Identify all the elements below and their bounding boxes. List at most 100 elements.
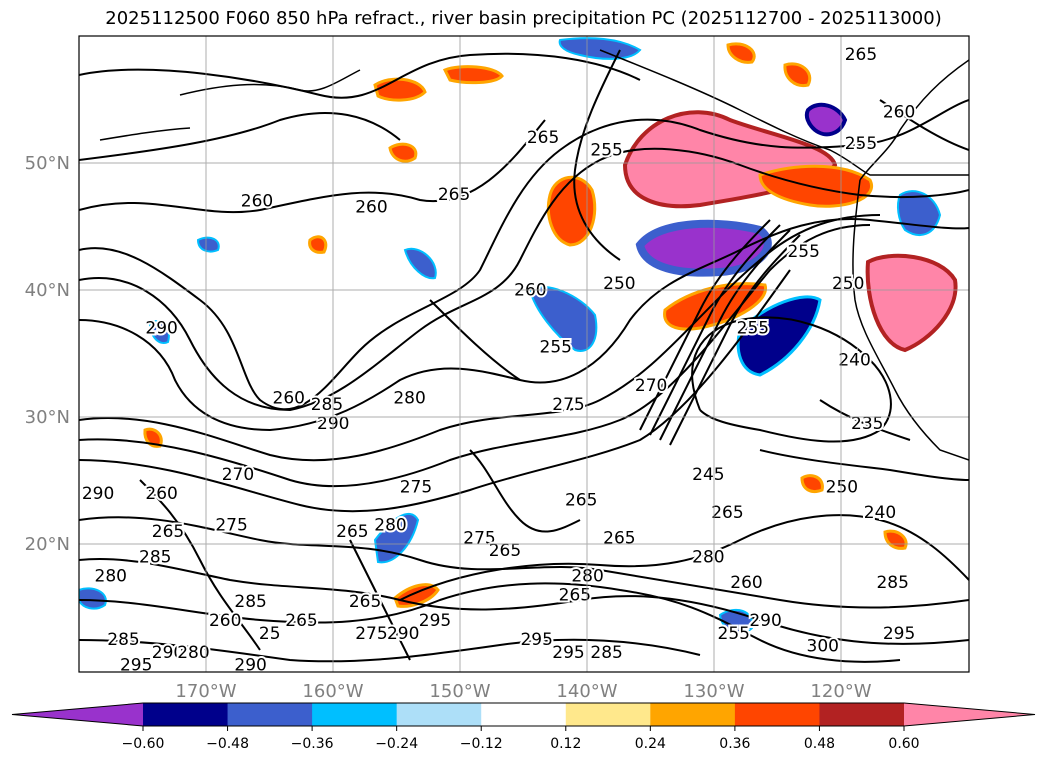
contour-label: 280 <box>95 567 127 587</box>
chart-title: 2025112500 F060 850 hPa refract., river … <box>105 8 942 29</box>
blue-anomaly-coast <box>736 295 822 377</box>
contour-label: 265 <box>603 528 635 548</box>
lon-label-120w: 120°W <box>810 681 871 702</box>
colorbar-tick-label: −0.48 <box>206 736 249 752</box>
contour-label: 290 <box>387 624 419 644</box>
lon-label-170w: 170°W <box>175 681 236 702</box>
contour-label: 265 <box>527 128 559 148</box>
contour-label: 285 <box>234 592 266 612</box>
contour-label: 265 <box>152 522 184 542</box>
contour-label: 285 <box>311 395 343 415</box>
colorbar-segment <box>734 703 820 726</box>
contour-label: 285 <box>139 548 171 568</box>
contour-label: 265 <box>711 503 743 523</box>
contour-label: 290 <box>82 484 114 504</box>
colorbar-segment <box>143 703 229 726</box>
contour-label: 250 <box>826 478 858 498</box>
colorbar-tick-label: 0.48 <box>804 736 835 752</box>
contour-label: 260 <box>730 573 762 593</box>
contour-label: 290 <box>749 611 781 631</box>
contour-label: 285 <box>876 573 908 593</box>
colorbar-segment <box>227 703 313 726</box>
contour-label: 285 <box>107 630 139 650</box>
contour-label: 265 <box>845 45 877 65</box>
contour-label: 295 <box>120 656 152 676</box>
contour-label: 240 <box>864 503 896 523</box>
contour-label: 260 <box>355 198 387 218</box>
contour-label: 265 <box>489 541 521 561</box>
contour-label: 265 <box>565 490 597 510</box>
colorbar-segment <box>396 703 482 726</box>
contour-label: 255 <box>540 338 572 358</box>
colorbar-segment <box>819 703 905 726</box>
blue-anomaly-s2 <box>79 587 107 610</box>
lat-label-40: 40°N <box>25 280 70 301</box>
colorbar-tick-label: 0.24 <box>635 736 666 752</box>
contour-label: 275 <box>355 624 387 644</box>
contour-label: 250 <box>603 274 635 294</box>
blue-anomaly-w1 <box>148 320 170 344</box>
colorbar-tick-label: −0.36 <box>291 736 334 752</box>
contour-label: 235 <box>851 414 883 434</box>
orange-anomaly-s2 <box>800 474 824 493</box>
blue-anomaly-w2 <box>196 236 220 253</box>
contour-label: 275 <box>552 395 584 415</box>
contour-label: 270 <box>222 465 254 485</box>
refractivity-contours <box>79 49 969 663</box>
contour-label: 280 <box>374 516 406 536</box>
orange-anomaly-n4 <box>783 62 812 88</box>
orange-anomaly-gulf <box>758 164 874 208</box>
contour-label: 255 <box>787 242 819 262</box>
contour-label: 260 <box>145 484 177 504</box>
colorbar-tick-label: 0.36 <box>719 736 750 752</box>
colorbar-tick-label: −0.60 <box>122 736 165 752</box>
contour-label: 280 <box>393 389 425 409</box>
contour-label: 255 <box>737 319 769 339</box>
gridlines <box>79 36 969 672</box>
contour-label: 260 <box>883 102 915 122</box>
colorbar-extend-low <box>12 703 143 726</box>
contour-label: 295 <box>419 611 451 631</box>
colorbar-tick-label: 0.12 <box>550 736 581 752</box>
blue-anomaly-w3 <box>403 247 437 280</box>
contour-label: 295 <box>552 643 584 663</box>
lat-label-20: 20°N <box>25 534 70 555</box>
contour-label: 260 <box>209 611 241 631</box>
orange-anomaly-n1 <box>373 77 427 102</box>
orange-anomaly-s5 <box>308 235 328 254</box>
purple-anomaly-north <box>804 102 848 137</box>
longitude-axis: 170°W 160°W 150°W 140°W 130°W 120°W <box>175 681 871 702</box>
contour-label: 290 <box>152 643 184 663</box>
contour-label: 245 <box>692 465 724 485</box>
contour-label: 265 <box>559 586 591 606</box>
lat-label-50: 50°N <box>25 153 70 174</box>
contour-label: 285 <box>590 643 622 663</box>
colorbar-segment <box>481 703 567 726</box>
contour-label: 280 <box>571 567 603 587</box>
orange-anomaly-west <box>546 175 597 247</box>
colorbar-tick-label: 0.60 <box>888 736 919 752</box>
contour-label: 265 <box>438 185 470 205</box>
colorbar-tick-label: −0.12 <box>460 736 503 752</box>
contour-label: 260 <box>273 389 305 409</box>
contour-label: 25 <box>259 624 281 644</box>
lon-label-150w: 150°W <box>429 681 490 702</box>
contour-label: 255 <box>590 140 622 160</box>
contour-label: 240 <box>838 350 870 370</box>
latitude-axis: 50°N 40°N 30°N 20°N <box>25 153 70 555</box>
orange-anomaly-n3 <box>726 42 756 64</box>
contour-label: 265 <box>349 592 381 612</box>
contour-label: 290 <box>234 656 266 676</box>
lon-label-140w: 140°W <box>556 681 617 702</box>
contour-label: 295 <box>520 630 552 650</box>
contour-label: 265 <box>285 611 317 631</box>
contour-label: 250 <box>832 274 864 294</box>
contour-labels: 265 260 255 265 255 260 260 265 250 260 255 255 250 2… <box>80 43 917 676</box>
lat-label-30: 30°N <box>25 407 70 428</box>
contour-label: 280 <box>692 548 724 568</box>
contour-label: 270 <box>635 376 667 396</box>
contour-label: 295 <box>883 624 915 644</box>
plot-frame <box>78 35 970 673</box>
colorbar-segment <box>650 703 736 726</box>
